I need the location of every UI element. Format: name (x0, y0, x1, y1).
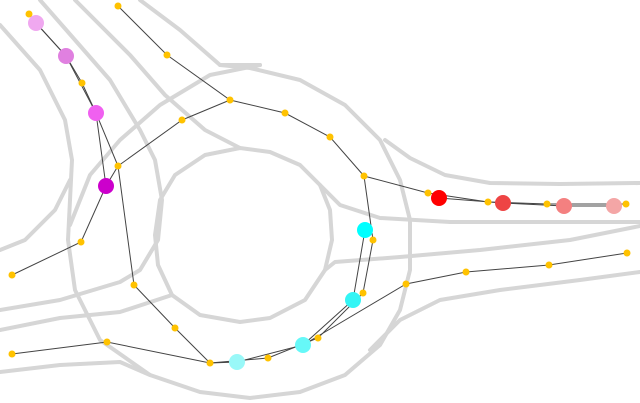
road-lane (138, 0, 262, 67)
waypoint-node (359, 289, 367, 297)
agent-marker (345, 292, 361, 308)
trajectory-edge (105, 99, 231, 187)
road-lane (153, 146, 334, 324)
waypoint-node (326, 133, 334, 141)
waypoint-node (264, 354, 272, 362)
waypoint-node (8, 271, 16, 279)
waypoint-node (130, 281, 138, 289)
road-lane (0, 178, 72, 252)
road-lane (0, 23, 412, 400)
waypoint-node (462, 268, 470, 276)
trajectory-edge (209, 175, 374, 364)
trajectory-edge (438, 197, 614, 207)
waypoint-node (103, 338, 111, 346)
waypoint-node (623, 249, 631, 257)
agent-marker (295, 337, 311, 353)
trajectory-edge (117, 5, 626, 205)
trajectory-edge (117, 165, 211, 364)
road-lane (68, 63, 262, 227)
waypoint-node (77, 238, 85, 246)
road-lane (323, 224, 640, 272)
agent-marker (495, 195, 511, 211)
agent-markers (28, 15, 622, 370)
agent-marker (556, 198, 572, 214)
agent-marker (88, 105, 104, 121)
waypoint-node (163, 51, 171, 59)
waypoint-node (314, 334, 322, 342)
waypoint-node (360, 172, 368, 180)
waypoint-nodes (8, 2, 631, 367)
waypoint-node (622, 200, 630, 208)
waypoint-node (369, 236, 377, 244)
agent-marker (58, 48, 74, 64)
waypoint-node (281, 109, 289, 117)
waypoint-node (25, 10, 33, 18)
waypoint-node (78, 79, 86, 87)
agent-marker (431, 190, 447, 206)
waypoint-node (484, 198, 492, 206)
road-lane (0, 360, 152, 377)
waypoint-node (8, 350, 16, 358)
waypoint-node (114, 162, 122, 170)
waypoint-node (543, 200, 551, 208)
road-lane (318, 183, 640, 224)
agent-marker (28, 15, 44, 31)
agent-marker (606, 198, 622, 214)
road-lane (0, 293, 174, 332)
waypoint-node (171, 324, 179, 332)
trajectory-edges (11, 5, 628, 364)
road-lane (73, 0, 242, 150)
road-lane (368, 270, 640, 352)
road-lane (383, 138, 640, 186)
road-lane (0, 0, 164, 312)
waypoint-node (402, 280, 410, 288)
agent-marker (98, 178, 114, 194)
waypoint-node (545, 261, 553, 269)
waypoint-node (424, 189, 432, 197)
waypoint-node (178, 116, 186, 124)
waypoint-node (206, 359, 214, 367)
agent-marker (357, 222, 373, 238)
waypoint-node (114, 2, 122, 10)
agent-marker (229, 354, 245, 370)
waypoint-node (226, 96, 234, 104)
